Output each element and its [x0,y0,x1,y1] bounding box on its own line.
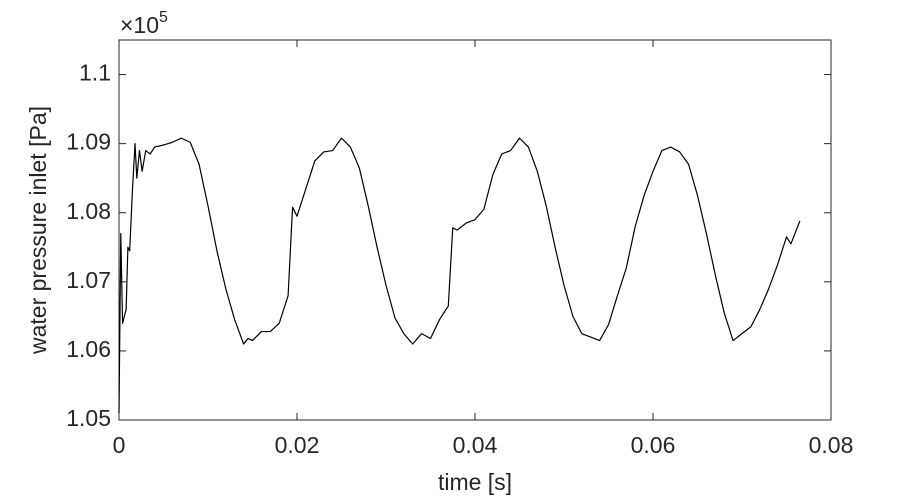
x-tick-label: 0.02 [275,432,320,458]
y-multiplier: ×105 [120,9,168,38]
y-tick-label: 1.1 [79,60,111,86]
x-tick-label: 0.08 [809,432,854,458]
x-tick-label: 0.06 [631,432,676,458]
x-tick-label: 0.04 [453,432,498,458]
y-tick-label: 1.07 [66,267,111,293]
y-axis-label: water pressure inlet [Pa] [25,106,51,355]
x-tick-label: 0 [113,432,126,458]
data-line [118,137,801,414]
y-tick-label: 1.06 [66,336,111,362]
y-tick-label: 1.09 [66,129,111,155]
y-tick-label: 1.05 [66,405,111,431]
x-axis-label: time [s] [438,469,512,495]
plot-frame [118,39,832,421]
y-tick-label: 1.08 [66,198,111,224]
